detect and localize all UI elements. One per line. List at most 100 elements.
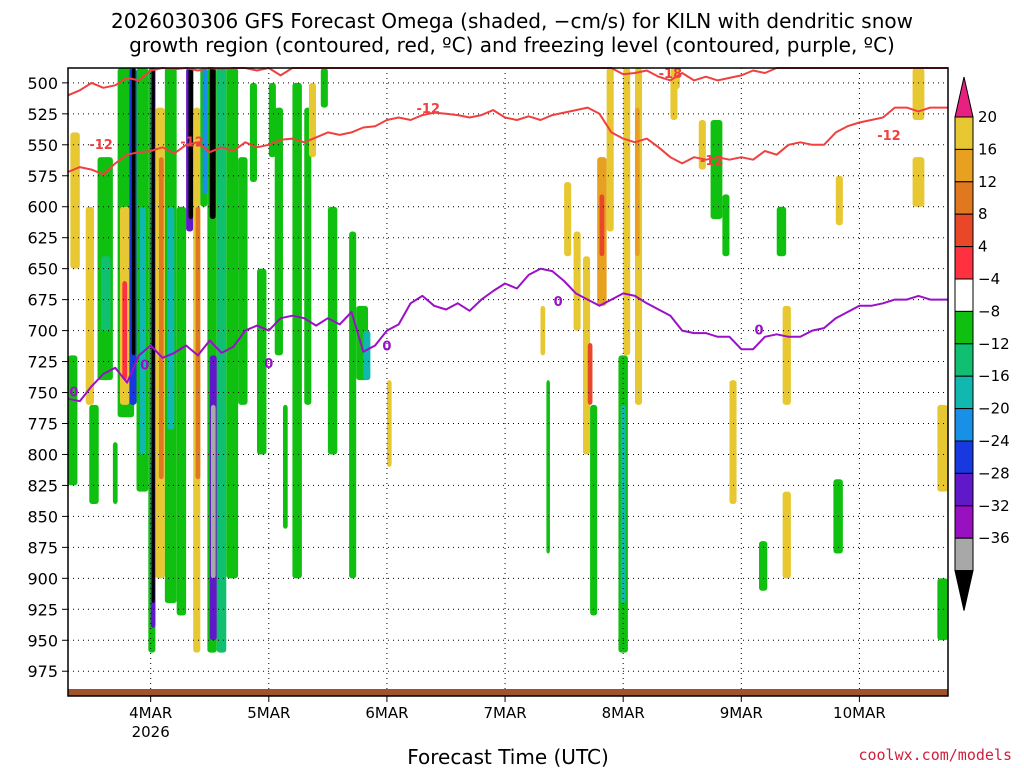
terrain-strip — [68, 689, 948, 696]
contour-label-6: 0 — [69, 386, 78, 401]
colorbar: 20 16 12 8 4 −4 −8 −12 −16 −20 −24 −28 −32 −36 — [954, 76, 1010, 611]
dgz-minus12-line — [67, 106, 948, 176]
colorbar-swatch-5 — [954, 278, 974, 312]
omega-cell-16 — [151, 68, 155, 604]
y-tick-label-10: 750 — [27, 384, 58, 403]
omega-cell-39 — [282, 404, 288, 529]
omega-cell-2 — [85, 206, 94, 405]
omega-cell-36 — [256, 268, 267, 455]
colorbar-label-11: −28 — [978, 464, 1010, 482]
colorbar-swatch-0 — [954, 116, 974, 150]
omega-cell-72 — [782, 491, 791, 579]
omega-cell-47 — [363, 330, 371, 381]
colorbar-swatch-2 — [954, 181, 974, 215]
omega-cell-0 — [68, 355, 78, 486]
omega-cell-35 — [249, 82, 257, 182]
contour-label-0: -12 — [89, 138, 113, 153]
colorbar-top-arrow — [954, 76, 974, 118]
omega-cell-37 — [268, 82, 276, 158]
omega-cell-65 — [670, 82, 678, 121]
omega-cell-31 — [210, 404, 216, 579]
colorbar-swatch-1 — [954, 148, 974, 183]
omega-cell-78 — [937, 404, 948, 492]
x-tick-label-5: 9MAR — [720, 704, 763, 722]
omega-cell-71 — [782, 305, 791, 405]
x-tick-label-3: 7MAR — [483, 704, 526, 722]
omega-cell-49 — [540, 305, 546, 356]
colorbar-label-13: −36 — [978, 529, 1010, 547]
y-tick-label-16: 900 — [27, 569, 58, 588]
contour-label-8: 0 — [264, 357, 273, 372]
omega-cell-58 — [606, 68, 614, 232]
omega-cell-52 — [573, 231, 581, 331]
contour-labels: -12 -12 -12 -12 -12 -18 0 0 0 0 0 0 — [69, 67, 900, 400]
contour-label-11: 0 — [754, 324, 763, 339]
contour-label-5: -18 — [659, 67, 683, 82]
x-tick-sublabel-0: 2026 — [132, 723, 170, 741]
y-tick-label-9: 725 — [27, 353, 58, 372]
contour-label-3: -12 — [700, 154, 724, 169]
omega-cell-75 — [835, 175, 843, 226]
omega-cell-38 — [274, 107, 283, 356]
omega-cell-79 — [937, 578, 948, 641]
dgz-minus18-line — [67, 67, 948, 97]
colorbar-swatch-7 — [954, 343, 974, 377]
plot-frame — [67, 67, 949, 697]
omega-cell-67 — [710, 120, 723, 220]
x-tick-label-6: 10MAR — [833, 704, 886, 722]
omega-cell-41 — [304, 107, 312, 405]
colorbar-label-4: 4 — [978, 238, 988, 256]
omega-cell-33 — [226, 68, 239, 579]
omega-cell-34 — [238, 157, 248, 405]
omega-cell-5 — [101, 256, 111, 331]
contour-label-4: -12 — [877, 129, 901, 144]
chart-title-line-2: growth region (contoured, red, ºC) and f… — [129, 33, 895, 57]
colorbar-swatch-11 — [954, 472, 974, 507]
y-tick-label-5: 625 — [27, 229, 58, 248]
y-tick-label-12: 800 — [27, 445, 58, 464]
colorbar-swatch-9 — [954, 408, 974, 442]
y-tick-label-18: 950 — [27, 631, 58, 650]
x-axis-label: Forecast Time (UTC) — [407, 745, 609, 768]
credit-text: coolwx.com/models — [858, 746, 1012, 764]
y-tick-label-2: 550 — [27, 136, 58, 155]
omega-cell-53 — [583, 256, 591, 455]
omega-cell-63 — [634, 107, 640, 257]
y-tick-label-3: 575 — [27, 167, 58, 186]
colorbar-label-5: −4 — [978, 270, 1000, 288]
contour-label-7: 0 — [140, 358, 149, 373]
omega-cell-20 — [167, 206, 175, 430]
omega-cell-66 — [698, 120, 706, 170]
omega-cell-48 — [386, 380, 392, 467]
y-tick-label-7: 675 — [27, 291, 58, 310]
contour-label-1: -12 — [180, 135, 204, 150]
omega-cell-1 — [70, 132, 80, 269]
omega-cell-6 — [112, 442, 118, 505]
omega-cell-45 — [349, 231, 357, 579]
colorbar-label-0: 20 — [978, 108, 997, 126]
colorbar-label-7: −12 — [978, 335, 1010, 353]
y-tick-label-0: 500 — [27, 74, 58, 93]
colorbar-label-6: −8 — [978, 302, 1000, 320]
y-tick-label-4: 600 — [27, 198, 58, 217]
colorbar-label-8: −16 — [978, 367, 1010, 385]
colorbar-swatch-8 — [954, 375, 974, 410]
omega-cell-50 — [546, 380, 550, 554]
omega-cell-42 — [308, 82, 317, 158]
y-tick-label-19: 975 — [27, 662, 58, 681]
omega-cell-43 — [320, 68, 328, 108]
x-tick-label-1: 5MAR — [247, 704, 290, 722]
y-axis-ticks: 500 525 550 575 600 625 650 675 700 725 750 775 800 8… — [27, 74, 68, 681]
y-tick-label-17: 925 — [27, 600, 58, 619]
omega-cell-27 — [202, 68, 208, 195]
omega-cell-9 — [122, 281, 128, 381]
omega-cell-76 — [912, 68, 925, 121]
omega-cell-18 — [158, 157, 164, 480]
contour-label-9: 0 — [382, 340, 391, 355]
y-tick-label-6: 650 — [27, 260, 58, 279]
colorbar-swatch-3 — [954, 213, 974, 248]
omega-cell-11 — [131, 68, 136, 356]
colorbar-swatch-4 — [954, 246, 974, 280]
omega-cell-60 — [620, 404, 626, 604]
